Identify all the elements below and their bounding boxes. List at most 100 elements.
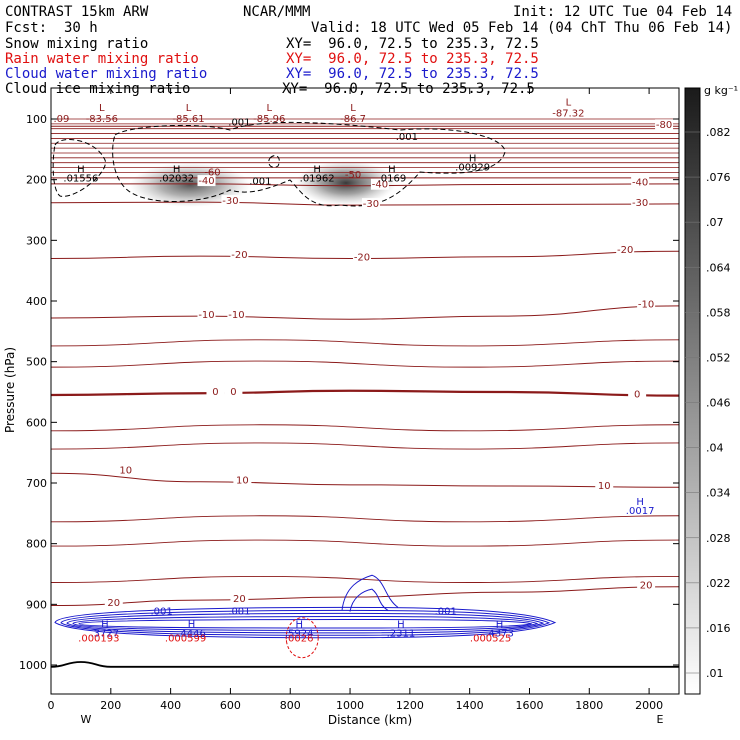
y-tick-label: 800 <box>26 538 47 551</box>
y-tick-label: 400 <box>26 295 47 308</box>
temp-label: 20 <box>233 594 246 605</box>
temp-label: -80 <box>656 120 672 131</box>
isotherm--10 <box>50 305 680 320</box>
y-tick-label: 300 <box>26 234 47 247</box>
rain-high-value: .000193 <box>78 633 119 644</box>
colorbar: g kg⁻¹ .01 .016 .022 .028 .034 .04 .046 .052 .05… <box>684 84 738 695</box>
forecast-hour: 30 h <box>64 20 98 36</box>
cloud-water-high-value: .0017 <box>626 506 655 517</box>
contour-label: .001 <box>228 607 250 618</box>
x-tick-label: 1200 <box>396 699 424 712</box>
temp-label: -20 <box>354 252 370 263</box>
forecast-label: Fcst: <box>5 20 48 36</box>
cloud-water-high-value: .5924 <box>285 628 314 639</box>
temp-label: -40 <box>372 180 388 191</box>
colorbar-level: .022 <box>706 577 731 590</box>
temp-label-bg <box>616 244 635 256</box>
field-xy-cloud-ice: XY= 96.0, 72.5 to 235.3, 72.5 <box>282 81 535 97</box>
temp-label-bg <box>637 579 656 591</box>
ice-high-value: .00929 <box>455 163 490 174</box>
colorbar-level: .082 <box>706 126 731 139</box>
plot-frame <box>50 87 680 695</box>
field-name-cloud-water: Cloud water mixing ratio <box>5 66 208 82</box>
temp-label-bg <box>655 119 674 131</box>
contour-label: .001 <box>396 132 418 143</box>
low-marker: L <box>99 103 105 114</box>
temp-label-bg <box>230 249 249 261</box>
x-axis: 0 200 400 600 800 1000 1200 1400 1600 1800 2000 <box>48 88 663 712</box>
temp-label-bg <box>104 597 123 609</box>
cloud-water-high-marker: H <box>397 619 405 630</box>
x-tick-label: 1800 <box>575 699 603 712</box>
isotherm-20 <box>50 586 680 607</box>
temp-label-bg <box>361 198 380 210</box>
colorbar-level: .052 <box>706 351 731 364</box>
x-tick-label: 800 <box>280 699 301 712</box>
temp-label-bg <box>595 480 614 492</box>
cloud-water-high-marker: H <box>295 619 303 630</box>
isotherm-0 <box>50 389 680 397</box>
temp-label-bg <box>628 388 647 400</box>
temp-label-bg <box>637 298 656 310</box>
temp-label: -30 <box>632 198 648 209</box>
temp-label-bg <box>233 474 252 486</box>
colorbar-level: .04 <box>706 442 724 455</box>
temp-label: -10 <box>198 310 214 321</box>
surface-line <box>50 661 679 668</box>
temp-label-bg <box>370 178 389 190</box>
cloud-water-high-marker: H <box>101 619 109 630</box>
temp-label: 0 <box>230 387 236 398</box>
colorbar-level: .076 <box>706 171 731 184</box>
temp-label: -20 <box>617 245 633 256</box>
cloud-water-high-value: .2311 <box>387 628 416 639</box>
field-xy-snow: XY= 96.0, 72.5 to 235.3, 72.5 <box>286 36 539 52</box>
cloud-water-contour <box>78 619 533 629</box>
contour-label: -50 <box>345 170 361 181</box>
contour-label: .001 <box>228 118 250 129</box>
contour-label: .001 <box>151 607 173 618</box>
temp-label: -40 <box>198 176 214 187</box>
field-name-rain: Rain water mixing ratio <box>5 51 199 67</box>
rain-high-value: .000599 <box>165 633 206 644</box>
x-tick-label: 600 <box>220 699 241 712</box>
temp-label: -30 <box>222 196 238 207</box>
low-marker: L <box>186 103 192 114</box>
cloud-ice-contours <box>52 121 506 207</box>
x-end-west: W <box>81 713 92 726</box>
rain-contour <box>285 617 319 659</box>
isotherm-mid <box>50 339 680 347</box>
cloud-water-contour <box>72 615 539 631</box>
x-tick-label: 1600 <box>515 699 543 712</box>
x-tick-label: 2000 <box>635 699 663 712</box>
low-value: -85.61 <box>172 114 204 125</box>
temp-label: -40 <box>632 178 648 189</box>
temp-label: 20 <box>107 598 120 609</box>
temp-label-bg <box>206 386 225 398</box>
rain-high-value: .0026 <box>285 633 314 644</box>
temp-label-bg <box>227 309 246 321</box>
temp-label-bg <box>221 195 240 207</box>
model-title: CONTRAST 15km ARW <box>5 4 149 20</box>
temp-label-bg <box>353 251 372 263</box>
y-tick-label: 1000 <box>19 659 47 672</box>
colorbar-gradient <box>684 87 701 695</box>
ice-contour-small <box>268 155 280 168</box>
cloud-water-contour <box>60 609 551 636</box>
colorbar-level: .028 <box>706 532 731 545</box>
temp-label: 0 <box>212 387 218 398</box>
rain-high-value: .000525 <box>470 633 511 644</box>
colorbar-level: .064 <box>706 261 731 274</box>
cloud-water-high-marker: H <box>188 619 196 630</box>
isotherm--30 <box>50 201 680 206</box>
low-value: -85.96 <box>253 114 285 125</box>
colorbar-unit: g kg⁻¹ <box>704 84 738 97</box>
center-name: NCAR/MMM <box>243 4 311 20</box>
cloud-water-plume <box>341 574 399 611</box>
temp-label: -10 <box>638 300 654 311</box>
temp-label: 0 <box>634 389 640 400</box>
y-tick-label: 100 <box>26 113 47 126</box>
temp-label-bg <box>116 464 135 476</box>
x-tick-label: 200 <box>100 699 121 712</box>
isotherm-mid <box>50 360 680 368</box>
